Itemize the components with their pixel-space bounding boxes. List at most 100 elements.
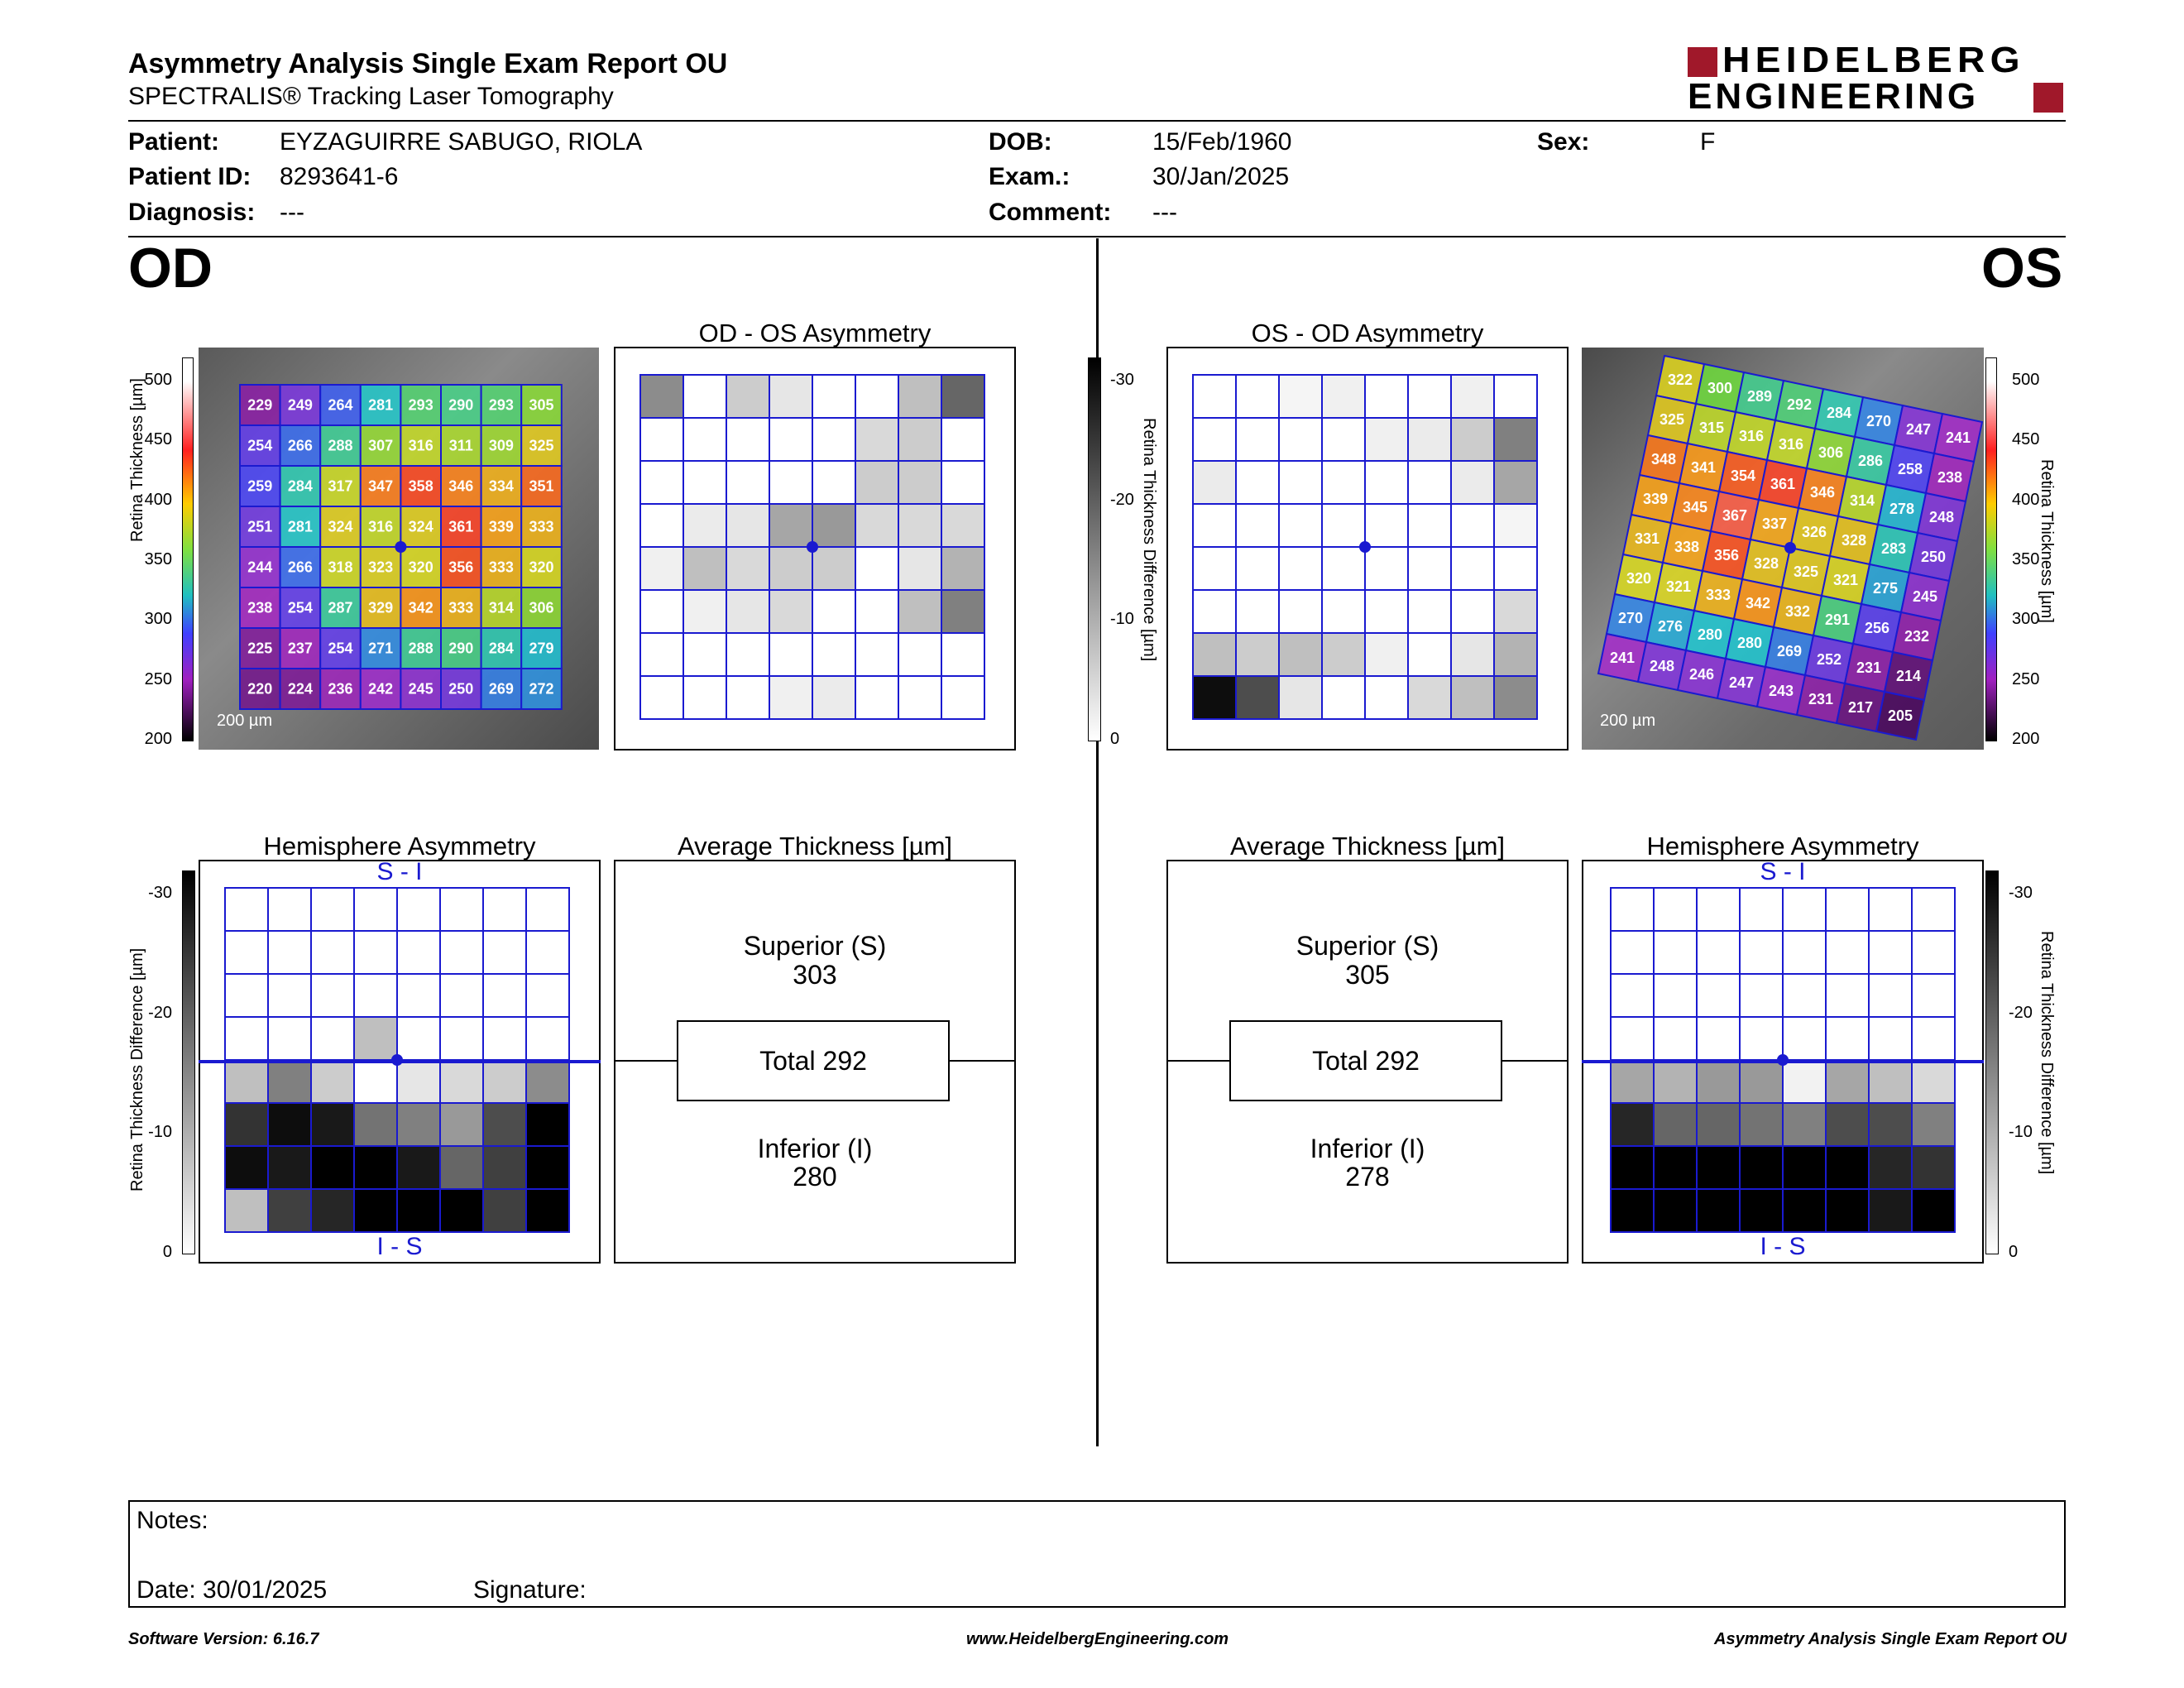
report-subtitle: SPECTRALIS® Tracking Laser Tomography xyxy=(128,83,614,110)
od-asymmetry-cell xyxy=(682,417,727,462)
od-thickness-value: 293 xyxy=(489,397,514,414)
od-hemi-cell xyxy=(310,1016,355,1061)
od-thickness-value: 287 xyxy=(328,600,352,616)
footer-website[interactable]: www.HeidelbergEngineering.com xyxy=(966,1630,1229,1648)
od-thickness-value: 281 xyxy=(368,397,393,414)
os-thickness-cell xyxy=(1875,690,1926,741)
os-hemi-cell xyxy=(1653,973,1698,1018)
od-thickness-value: 284 xyxy=(489,640,514,657)
od-asymmetry-cell xyxy=(639,503,684,548)
os-asymmetry-grid xyxy=(1192,374,1538,720)
os-asymmetry-cell xyxy=(1407,374,1452,419)
os-hemi-cell xyxy=(1782,1102,1827,1147)
scale-tick-label: 450 xyxy=(2012,430,2040,449)
od-hemi-cell xyxy=(267,1016,312,1061)
os-asymmetry-cell xyxy=(1321,503,1366,548)
scale-tick-label: -30 xyxy=(2009,884,2033,902)
od-thickness-fovea-dot xyxy=(395,541,407,553)
od-asymmetry-cell xyxy=(769,374,813,419)
od-thickness-value: 290 xyxy=(448,397,473,414)
scale-tick-label: -10 xyxy=(148,1123,172,1142)
os-hemi-cell xyxy=(1868,973,1913,1018)
os-asymmetry-cell xyxy=(1192,503,1237,548)
od-thickness-value: 320 xyxy=(409,559,433,576)
od-fundus-image: 229 249 264 281 293 290 293 305 254 266 288 307 316 3… xyxy=(199,348,599,750)
os-asymmetry-cell xyxy=(1192,546,1237,591)
od-thickness-value: 309 xyxy=(489,438,514,454)
os-thickness-color-bar xyxy=(1985,357,1997,741)
comment-label: Comment: xyxy=(989,199,1112,226)
os-asymmetry-cell xyxy=(1321,374,1366,419)
os-thickness-value: 270 xyxy=(1618,610,1643,626)
od-asymmetry-cell xyxy=(941,632,985,677)
os-thickness-value: 247 xyxy=(1729,674,1754,691)
os-asymmetry-cell xyxy=(1235,589,1280,634)
scale-tick-label: 0 xyxy=(162,1243,172,1261)
od-asymmetry-cell xyxy=(769,632,813,677)
od-asymmetry-cell xyxy=(726,675,770,720)
os-thickness-value: 256 xyxy=(1865,620,1889,636)
os-thickness-value: 328 xyxy=(1754,555,1779,572)
od-asymmetry-cell xyxy=(726,632,770,677)
od-hemi-cell xyxy=(224,1188,269,1233)
od-hemi-cell xyxy=(525,1016,570,1061)
od-hemi-cell xyxy=(267,973,312,1018)
os-hemi-cell xyxy=(1610,1059,1655,1104)
os-hemi-cell xyxy=(1696,887,1741,932)
od-asymmetry-title: OD - OS Asymmetry xyxy=(698,319,932,348)
logo-text-engineering: ENGINEERING xyxy=(1688,76,1980,117)
od-avg-title: Average Thickness [µm] xyxy=(677,832,953,861)
od-asymmetry-cell xyxy=(898,503,942,548)
scale-tick-label: 500 xyxy=(2012,371,2040,389)
od-hemi-cell xyxy=(439,1059,484,1104)
od-hemi-cell xyxy=(353,1188,398,1233)
od-thickness-value: 264 xyxy=(328,397,352,414)
od-thickness-value: 251 xyxy=(247,519,272,535)
os-hemi-cell xyxy=(1825,973,1870,1018)
notes-date: Date: 30/01/2025 xyxy=(136,1576,328,1604)
od-asymmetry-cell xyxy=(639,417,684,462)
os-total-value: Total 292 xyxy=(1312,1045,1420,1076)
os-thickness-value: 341 xyxy=(1691,459,1716,476)
od-asymmetry-cell xyxy=(812,589,856,634)
os-hemi-cell xyxy=(1653,1059,1698,1104)
os-thickness-value: 280 xyxy=(1737,635,1762,651)
od-hemi-cell xyxy=(310,1059,355,1104)
exam-label: Exam.: xyxy=(989,163,1070,190)
os-hemi-cell xyxy=(1696,1145,1741,1190)
notes-box[interactable]: Notes: Date: 30/01/2025 Signature: xyxy=(128,1500,2066,1608)
od-hemi-cell xyxy=(353,1059,398,1104)
od-asymmetry-cell xyxy=(682,374,727,419)
os-asymmetry-cell xyxy=(1493,460,1538,505)
od-thickness-value: 281 xyxy=(288,519,313,535)
os-thickness-value: 246 xyxy=(1689,666,1714,683)
od-thickness-value: 290 xyxy=(448,640,473,657)
od-thickness-value: 307 xyxy=(368,438,393,454)
os-thickness-value: 315 xyxy=(1699,420,1724,436)
os-thickness-value: 286 xyxy=(1858,453,1883,469)
od-asymmetry-cell xyxy=(726,374,770,419)
od-hemi-cell xyxy=(396,887,441,932)
os-asymmetry-cell xyxy=(1321,546,1366,591)
os-thickness-value: 280 xyxy=(1698,626,1722,643)
scale-tick-label: -20 xyxy=(1110,490,1134,509)
od-asymmetry-cell xyxy=(726,503,770,548)
od-thickness-value: 342 xyxy=(409,600,433,616)
os-thickness-value: 339 xyxy=(1643,491,1668,507)
os-asymmetry-cell xyxy=(1278,546,1323,591)
od-hemi-cell xyxy=(396,1102,441,1147)
diagnosis-label: Diagnosis: xyxy=(128,199,256,226)
os-hemi-cell xyxy=(1911,1188,1956,1233)
od-thickness-color-bar xyxy=(182,357,194,741)
od-hemi-cell xyxy=(267,930,312,975)
os-asymmetry-cell xyxy=(1278,589,1323,634)
os-asymmetry-cell xyxy=(1278,675,1323,720)
os-hemi-cell xyxy=(1825,1059,1870,1104)
od-hemi-cell xyxy=(353,973,398,1018)
os-asymmetry-cell xyxy=(1278,417,1323,462)
os-asymmetry-cell xyxy=(1321,675,1366,720)
od-asymmetry-cell xyxy=(898,374,942,419)
os-thickness-value: 289 xyxy=(1747,388,1772,405)
od-thickness-value: 259 xyxy=(247,478,272,495)
od-asymmetry-cell xyxy=(941,374,985,419)
